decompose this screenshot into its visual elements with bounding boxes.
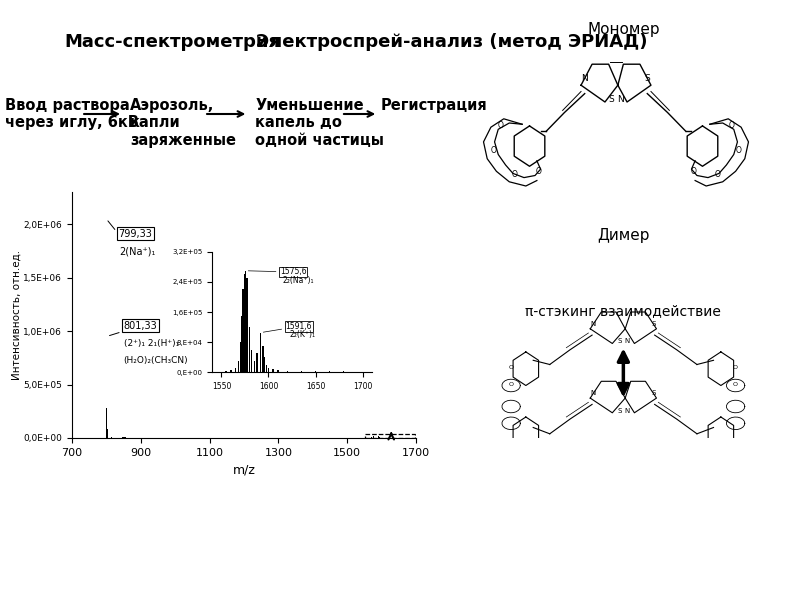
Text: S: S: [651, 321, 656, 327]
Text: O: O: [498, 121, 504, 130]
Text: 2₂(K⁺)₁: 2₂(K⁺)₁: [289, 330, 315, 339]
Text: O: O: [509, 365, 514, 370]
Text: (H₂O)₂(CH₃CN): (H₂O)₂(CH₃CN): [124, 356, 188, 365]
Bar: [254, 361, 255, 372]
Bar: [251, 349, 252, 372]
Text: π-стэкинг взаимодействие: π-стэкинг взаимодействие: [526, 304, 722, 317]
Text: N: N: [590, 321, 596, 327]
Text: Уменьшение
капель до
одной частицы: Уменьшение капель до одной частицы: [255, 98, 384, 148]
Text: 1575,6: 1575,6: [248, 268, 306, 277]
Text: N: N: [582, 74, 588, 83]
Text: 2(Na⁺)₁: 2(Na⁺)₁: [118, 246, 155, 256]
Text: Ввод раствора
через иглу, 6кВ: Ввод раствора через иглу, 6кВ: [5, 98, 138, 130]
Text: Электроспрей-анализ (метод ЭРИАД): Электроспрей-анализ (метод ЭРИАД): [256, 33, 648, 51]
Bar: [245, 271, 246, 372]
Bar: [242, 316, 243, 372]
Text: O: O: [736, 146, 742, 155]
Bar: [315, 371, 316, 372]
Bar: [379, 437, 380, 438]
Bar: [260, 332, 262, 372]
Text: Регистрация: Регистрация: [381, 98, 487, 113]
Text: O: O: [509, 382, 514, 386]
Bar: [366, 434, 415, 438]
Y-axis label: Интенсивность, отн.ед.: Интенсивность, отн.ед.: [12, 250, 22, 380]
Text: O: O: [728, 121, 734, 130]
Bar: [242, 289, 244, 372]
Text: O: O: [733, 382, 738, 386]
Text: S: S: [609, 95, 614, 104]
Text: O: O: [690, 167, 696, 176]
Bar: [286, 370, 288, 372]
Bar: [226, 371, 227, 372]
Bar: [238, 361, 239, 372]
Bar: [378, 436, 379, 438]
Text: O: O: [714, 170, 720, 179]
Text: O: O: [536, 167, 542, 176]
Bar: [239, 342, 241, 372]
Bar: [373, 436, 374, 438]
Text: S: S: [618, 338, 622, 344]
Text: N: N: [590, 390, 596, 396]
Bar: [257, 353, 258, 372]
Text: 2₂(Na⁺)₁: 2₂(Na⁺)₁: [282, 276, 314, 285]
Text: S: S: [651, 390, 656, 396]
Bar: [371, 437, 372, 438]
Text: Мономер: Мономер: [587, 22, 660, 37]
Text: S: S: [645, 74, 650, 83]
Text: N: N: [625, 338, 630, 344]
Text: Димер: Димер: [597, 228, 650, 243]
Bar: [266, 364, 267, 372]
Bar: [301, 371, 302, 372]
Bar: [273, 369, 274, 372]
Bar: [247, 297, 249, 372]
Bar: [249, 327, 250, 372]
Bar: [230, 370, 231, 372]
Bar: [235, 368, 236, 372]
Bar: [277, 370, 278, 372]
Bar: [246, 278, 247, 372]
Bar: [268, 367, 269, 372]
Text: N: N: [625, 408, 630, 414]
Bar: [264, 357, 266, 372]
Text: Аэрозоль,
капли
заряженные: Аэрозоль, капли заряженные: [130, 98, 236, 148]
Text: O: O: [490, 146, 496, 155]
Text: 1591,6: 1591,6: [263, 322, 312, 332]
Text: 801,33: 801,33: [110, 321, 158, 335]
Text: O: O: [512, 170, 518, 179]
Text: Масс-спектрометрия: Масс-спектрометрия: [64, 33, 280, 51]
X-axis label: m/z: m/z: [233, 463, 255, 476]
Bar: [244, 274, 246, 372]
Text: (2⁺)₁ 2₁(H⁺)₁: (2⁺)₁ 2₁(H⁺)₁: [124, 339, 179, 348]
Bar: [262, 346, 263, 372]
Bar: [329, 371, 330, 372]
Text: S: S: [618, 408, 622, 414]
Text: 799,33: 799,33: [108, 221, 152, 239]
Text: O: O: [733, 365, 738, 370]
Text: N: N: [617, 95, 624, 104]
